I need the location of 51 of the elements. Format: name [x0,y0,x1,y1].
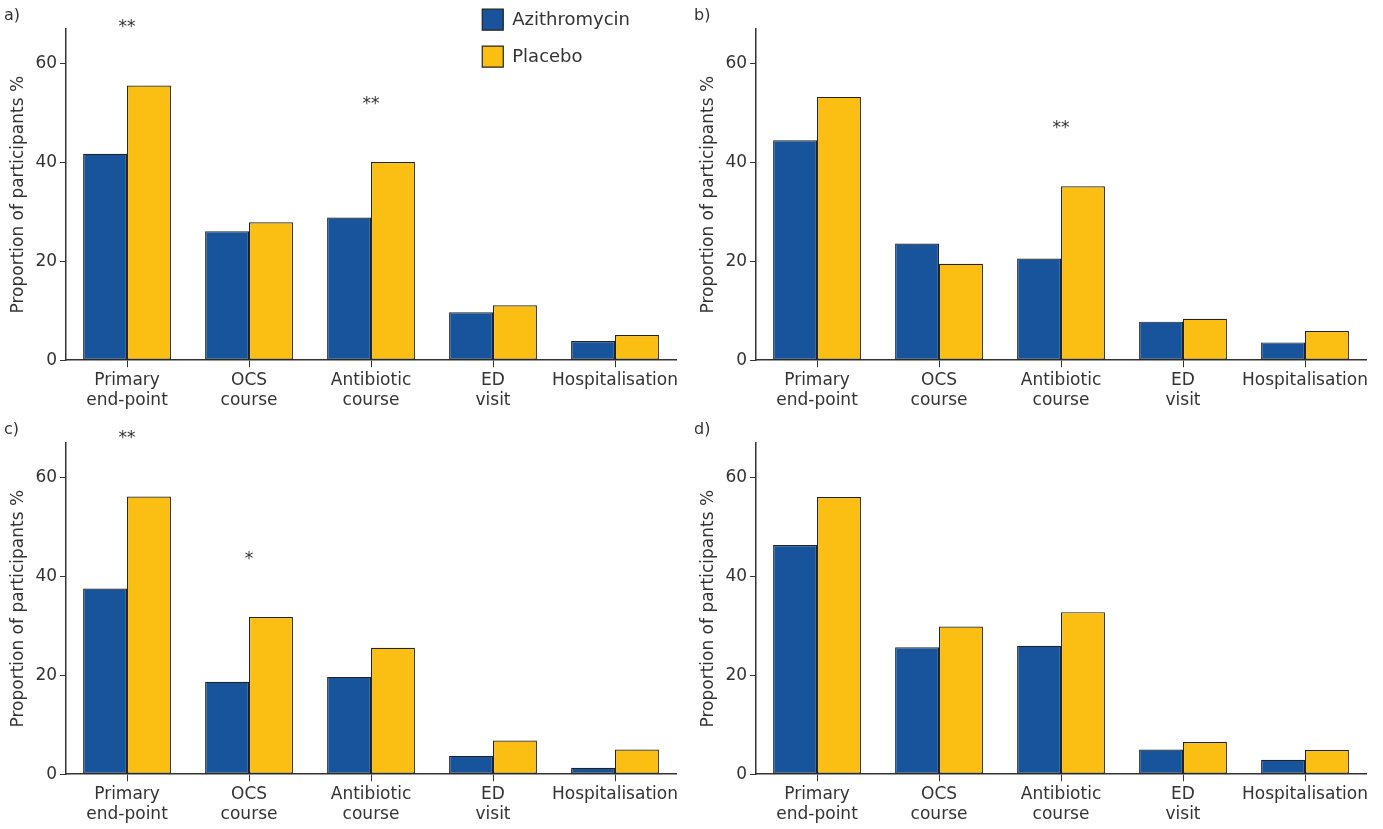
annotation: ** [118,426,136,447]
x-tick-label: Hospitalisation [1242,368,1368,389]
annotation: ** [118,15,136,36]
annotation: ** [362,92,380,113]
x-tick-label: OCS course [220,368,278,410]
y-tick-label: 0 [46,762,58,783]
y-tick-label: 40 [35,565,58,586]
x-tick-label: ED visit [475,368,511,410]
x-tick-label: OCS course [220,782,278,824]
x-tick-label: Antibiotic course [330,782,412,824]
legend-label: Placebo [512,44,583,66]
chart-title: d) [694,418,711,438]
chart-title: c) [4,418,20,438]
x-tick-label: Primary end-point [776,782,859,824]
y-tick-label: 40 [35,151,58,172]
x-tick-label: Primary end-point [86,368,169,410]
y-axis-title: Proportion of participants % [6,489,27,728]
legend-label: Azithromycin [512,7,631,29]
x-tick-label: Primary end-point [776,368,859,410]
x-tick-label: ED visit [475,782,511,824]
y-tick-label: 40 [725,151,748,172]
y-tick-label: 20 [725,663,748,684]
y-tick-label: 40 [725,565,748,586]
x-tick-label: Hospitalisation [1242,782,1368,803]
y-axis-title: Proportion of participants % [696,489,717,728]
chart-title: b) [694,4,711,24]
y-tick-label: 0 [736,348,748,369]
y-tick-label: 60 [725,466,748,487]
annotation: ** [1052,116,1070,137]
x-tick-label: Antibiotic course [330,368,412,410]
y-tick-label: 20 [35,249,58,270]
x-tick-label: ED visit [1165,782,1201,824]
x-tick-label: Primary end-point [86,782,169,824]
x-tick-label: Hospitalisation [552,782,678,803]
x-tick-label: OCS course [910,782,968,824]
chart-title: a) [4,4,21,24]
annotation: * [244,547,254,568]
x-tick-label: OCS course [910,368,968,410]
y-tick-label: 60 [35,466,58,487]
y-axis-title: Proportion of participants % [6,75,27,314]
x-tick-label: Antibiotic course [1020,368,1102,410]
y-tick-label: 0 [46,348,58,369]
y-axis-title: Proportion of participants % [696,75,717,314]
y-tick-label: 20 [35,663,58,684]
x-tick-label: ED visit [1165,368,1201,410]
y-tick-label: 60 [725,52,748,73]
y-tick-label: 20 [725,249,748,270]
y-tick-label: 0 [736,762,748,783]
x-tick-label: Antibiotic course [1020,782,1102,824]
y-tick-label: 60 [35,52,58,73]
x-tick-label: Hospitalisation [552,368,678,389]
